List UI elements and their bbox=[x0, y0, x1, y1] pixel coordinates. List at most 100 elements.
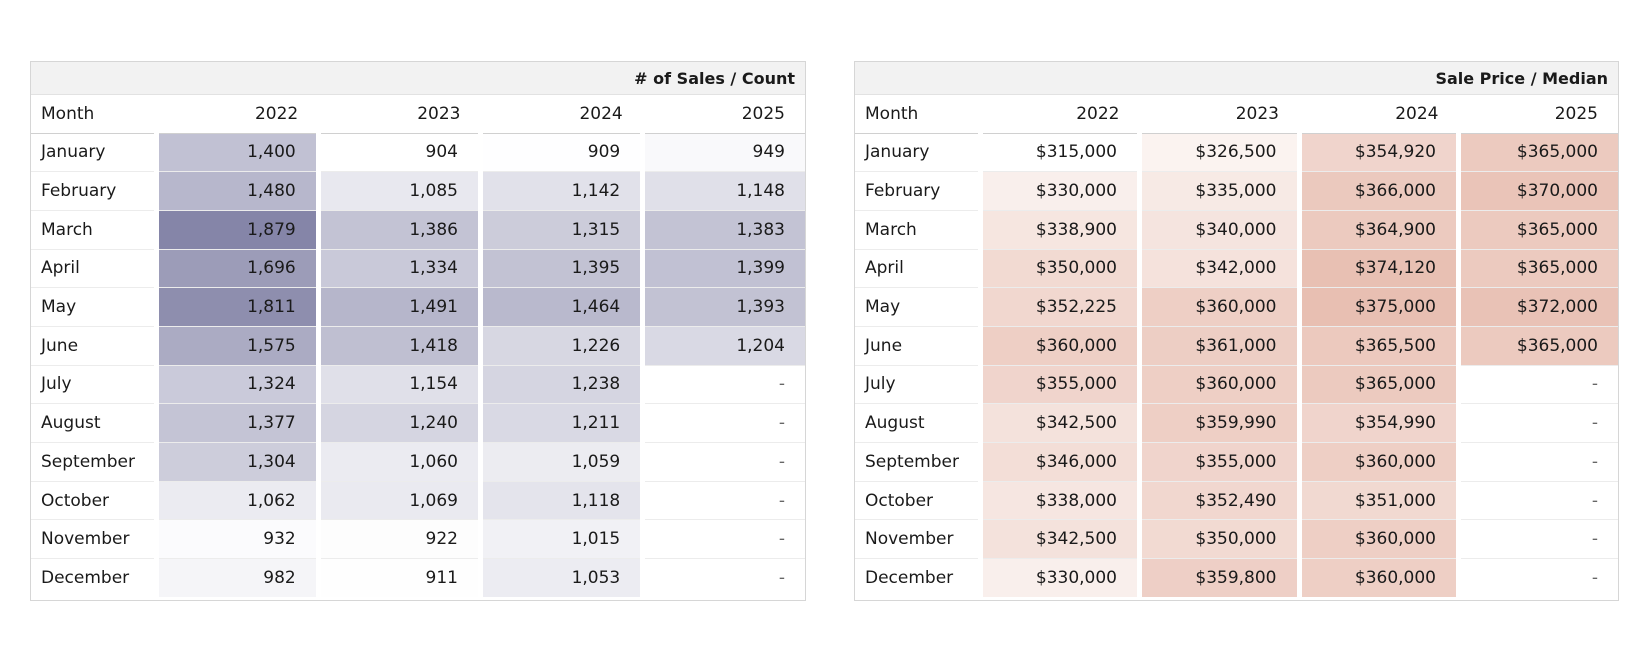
value-cell-2023: $350,000 bbox=[1137, 519, 1299, 560]
value-cell-2024: $375,000 bbox=[1296, 287, 1459, 327]
value-cell-2023: 1,069 bbox=[315, 481, 481, 521]
value-cell-2025: 1,399 bbox=[640, 249, 805, 289]
value-cell-2025: - bbox=[640, 519, 805, 560]
column-header-month: Month bbox=[31, 95, 156, 134]
value-cell-2024: 1,395 bbox=[477, 249, 643, 289]
value-cell-2024: 1,226 bbox=[477, 326, 643, 366]
table-row: June $360,000 $361,000 $365,500 $365,000 bbox=[855, 326, 1618, 366]
value-cell-2025: - bbox=[1456, 442, 1618, 482]
value-cell-2024: 1,238 bbox=[477, 365, 643, 405]
header-row: Month 2022 2023 2024 2025 bbox=[31, 95, 805, 134]
value-cell-2024: 1,464 bbox=[477, 287, 643, 327]
month-label: January bbox=[31, 133, 157, 173]
month-label: January bbox=[855, 133, 981, 173]
value-cell-2022: 932 bbox=[153, 519, 319, 560]
value-cell-2025: $370,000 bbox=[1456, 171, 1618, 211]
value-cell-2022: $342,500 bbox=[977, 403, 1140, 443]
value-cell-2024: $360,000 bbox=[1296, 519, 1459, 560]
value-cell-2024: 1,053 bbox=[477, 558, 643, 598]
table-row: July $355,000 $360,000 $365,000- bbox=[855, 365, 1618, 405]
table-row: November 932 922 1,015- bbox=[31, 519, 805, 560]
value-cell-2024: $360,000 bbox=[1296, 442, 1459, 482]
month-label: May bbox=[855, 287, 981, 327]
value-cell-2025: - bbox=[1456, 403, 1618, 443]
table-row: November $342,500 $350,000 $360,000- bbox=[855, 519, 1618, 560]
table-row: September $346,000 $355,000 $360,000- bbox=[855, 442, 1618, 482]
month-label: February bbox=[31, 171, 157, 211]
value-cell-2024: $365,000 bbox=[1296, 365, 1459, 405]
value-cell-2022: $350,000 bbox=[977, 249, 1140, 289]
value-cell-2025: - bbox=[1456, 481, 1618, 521]
table-row: December $330,000 $359,800 $360,000- bbox=[855, 558, 1618, 598]
table-row: May $352,225 $360,000 $375,000 $372,000 bbox=[855, 287, 1618, 327]
value-cell-2022: $330,000 bbox=[977, 171, 1140, 211]
month-label: December bbox=[31, 558, 157, 598]
value-cell-2022: $346,000 bbox=[977, 442, 1140, 482]
value-cell-2024: $354,920 bbox=[1296, 133, 1459, 173]
value-cell-2024: $354,990 bbox=[1296, 403, 1459, 443]
value-cell-2025: - bbox=[640, 403, 805, 443]
sales-count-table-panel: # of Sales / Count Month 2022 2023 2024 … bbox=[30, 61, 806, 601]
value-cell-2024: $365,500 bbox=[1296, 326, 1459, 366]
table-row: August $342,500 $359,990 $354,990- bbox=[855, 403, 1618, 443]
value-cell-2024: $366,000 bbox=[1296, 171, 1459, 211]
value-cell-2024: 1,118 bbox=[477, 481, 643, 521]
value-cell-2025: $365,000 bbox=[1456, 210, 1618, 250]
month-label: April bbox=[855, 249, 981, 289]
table-row: January $315,000 $326,500 $354,920 $365,000 bbox=[855, 133, 1618, 173]
value-cell-2023: 911 bbox=[315, 558, 481, 598]
month-label: September bbox=[855, 442, 981, 482]
value-cell-2023: 1,240 bbox=[315, 403, 481, 443]
table-row: March 1,879 1,386 1,315 1,383 bbox=[31, 210, 805, 250]
month-label: September bbox=[31, 442, 157, 482]
column-header-month: Month bbox=[855, 95, 980, 134]
value-cell-2023: $326,500 bbox=[1137, 133, 1299, 173]
column-header-2022: 2022 bbox=[156, 95, 319, 134]
value-cell-2022: $352,225 bbox=[977, 287, 1140, 327]
table-row: September 1,304 1,060 1,059- bbox=[31, 442, 805, 482]
value-cell-2022: $330,000 bbox=[977, 558, 1140, 598]
month-label: March bbox=[31, 210, 157, 250]
value-cell-2022: 1,575 bbox=[153, 326, 319, 366]
table-title: Sale Price / Median bbox=[855, 62, 1618, 95]
value-cell-2024: $374,120 bbox=[1296, 249, 1459, 289]
value-cell-2023: $335,000 bbox=[1137, 171, 1299, 211]
table-row: December 982 911 1,053- bbox=[31, 558, 805, 598]
value-cell-2023: 1,154 bbox=[315, 365, 481, 405]
value-cell-2023: 922 bbox=[315, 519, 481, 560]
value-cell-2023: $361,000 bbox=[1137, 326, 1299, 366]
column-header-2024: 2024 bbox=[1299, 95, 1459, 134]
value-cell-2024: 1,015 bbox=[477, 519, 643, 560]
table-row: June 1,575 1,418 1,226 1,204 bbox=[31, 326, 805, 366]
sale-price-table-body: January $315,000 $326,500 $354,920 $365,000 F… bbox=[855, 133, 1618, 598]
sale-price-table-panel: Sale Price / Median Month 2022 2023 2024… bbox=[854, 61, 1619, 601]
table-row: October $338,000 $352,490 $351,000- bbox=[855, 481, 1618, 521]
value-cell-2025: - bbox=[640, 481, 805, 521]
value-cell-2023: 1,418 bbox=[315, 326, 481, 366]
value-cell-2023: $342,000 bbox=[1137, 249, 1299, 289]
value-cell-2025: - bbox=[640, 442, 805, 482]
value-cell-2023: 1,060 bbox=[315, 442, 481, 482]
value-cell-2022: 1,377 bbox=[153, 403, 319, 443]
value-cell-2022: 1,324 bbox=[153, 365, 319, 405]
column-header-2025: 2025 bbox=[642, 95, 805, 134]
column-header-2024: 2024 bbox=[480, 95, 643, 134]
month-label: July bbox=[855, 365, 981, 405]
column-header-2022: 2022 bbox=[980, 95, 1140, 134]
month-label: May bbox=[31, 287, 157, 327]
table-row: April $350,000 $342,000 $374,120 $365,000 bbox=[855, 249, 1618, 289]
value-cell-2023: 1,386 bbox=[315, 210, 481, 250]
value-cell-2025: $365,000 bbox=[1456, 249, 1618, 289]
value-cell-2025: 1,148 bbox=[640, 171, 805, 211]
value-cell-2023: $359,990 bbox=[1137, 403, 1299, 443]
table-row: March $338,900 $340,000 $364,900 $365,000 bbox=[855, 210, 1618, 250]
value-cell-2023: $355,000 bbox=[1137, 442, 1299, 482]
table-row: May 1,811 1,491 1,464 1,393 bbox=[31, 287, 805, 327]
value-cell-2022: 1,879 bbox=[153, 210, 319, 250]
sales-count-table: Month 2022 2023 2024 2025 January 1,400 90… bbox=[31, 95, 805, 598]
value-cell-2023: $360,000 bbox=[1137, 365, 1299, 405]
value-cell-2022: $355,000 bbox=[977, 365, 1140, 405]
value-cell-2022: 1,062 bbox=[153, 481, 319, 521]
value-cell-2025: $365,000 bbox=[1456, 326, 1618, 366]
value-cell-2022: 1,304 bbox=[153, 442, 319, 482]
